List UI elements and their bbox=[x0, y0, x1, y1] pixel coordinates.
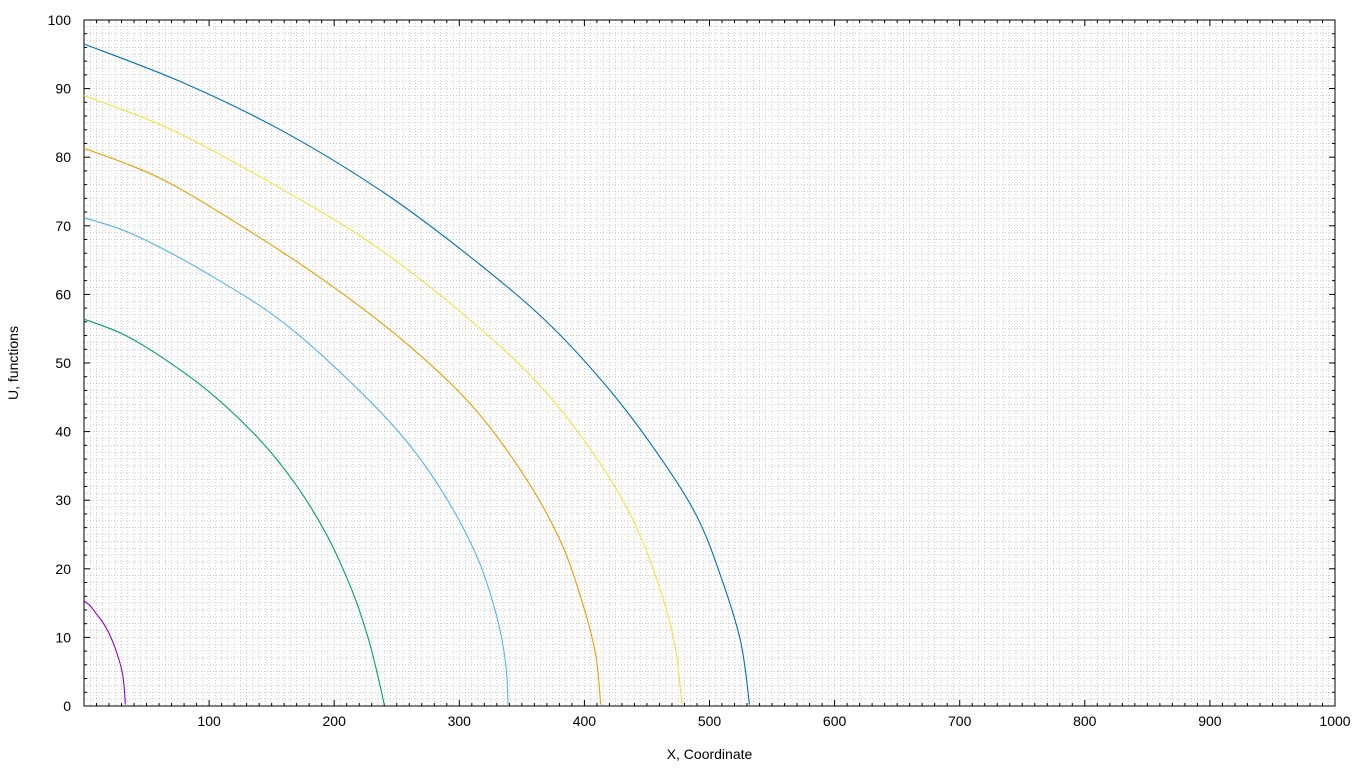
x-tick-label: 800 bbox=[1073, 713, 1097, 729]
y-tick-label: 0 bbox=[63, 698, 71, 714]
grid bbox=[84, 20, 1335, 706]
x-tick-label: 500 bbox=[698, 713, 722, 729]
series-line-1 bbox=[83, 600, 126, 705]
y-axis-label: U, functions bbox=[5, 326, 21, 400]
x-axis-label: X, Coordinate bbox=[667, 746, 753, 762]
y-tick-label: 20 bbox=[55, 561, 71, 577]
y-tick-label: 10 bbox=[55, 629, 71, 645]
x-tick-label: 900 bbox=[1198, 713, 1222, 729]
series-group bbox=[83, 43, 751, 705]
series-line-2 bbox=[83, 318, 385, 705]
x-tick-label: 200 bbox=[323, 713, 347, 729]
x-tick-label: 300 bbox=[448, 713, 472, 729]
series-line-4 bbox=[83, 147, 602, 705]
x-tick-label: 100 bbox=[197, 713, 221, 729]
y-tick-label: 100 bbox=[48, 12, 72, 28]
series-line-3 bbox=[83, 217, 509, 705]
x-tick-label: 600 bbox=[823, 713, 847, 729]
y-tick-label: 70 bbox=[55, 218, 71, 234]
series-line-6 bbox=[83, 43, 751, 705]
y-tick-label: 40 bbox=[55, 424, 71, 440]
x-tick-label: 700 bbox=[948, 713, 972, 729]
y-tick-label: 30 bbox=[55, 492, 71, 508]
y-tick-label: 90 bbox=[55, 81, 71, 97]
y-tick-label: 50 bbox=[55, 355, 71, 371]
y-tick-label: 80 bbox=[55, 149, 71, 165]
x-tick-label: 400 bbox=[573, 713, 597, 729]
x-tick-label: 1000 bbox=[1319, 713, 1350, 729]
y-tick-label: 60 bbox=[55, 286, 71, 302]
axis-ticks: 100 200 300 400 500 600 700 800 900 1000 0 10 20 30 40… bbox=[48, 12, 1351, 729]
series-line-5 bbox=[83, 94, 683, 705]
